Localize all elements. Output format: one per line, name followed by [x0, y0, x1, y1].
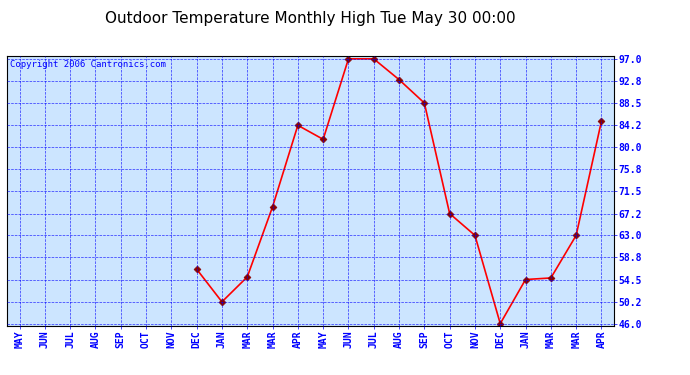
Text: Copyright 2006 Cantronics.com: Copyright 2006 Cantronics.com [10, 60, 166, 69]
Text: Outdoor Temperature Monthly High Tue May 30 00:00: Outdoor Temperature Monthly High Tue May… [105, 11, 516, 26]
